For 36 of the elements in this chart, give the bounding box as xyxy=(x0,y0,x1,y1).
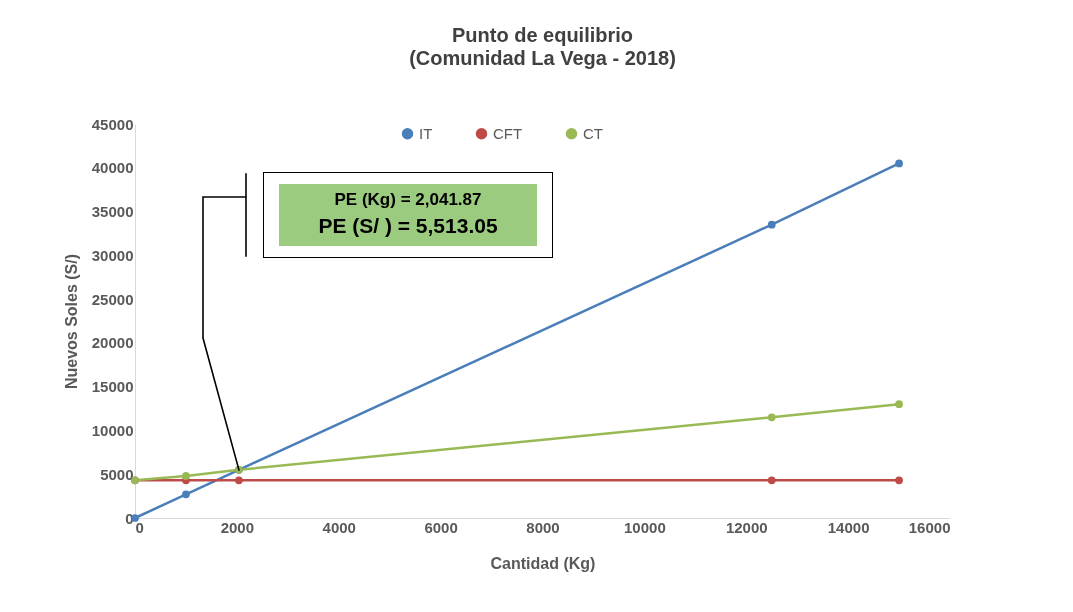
chart-subtitle: (Comunidad La Vega - 2018) xyxy=(409,47,676,69)
x-tick-label: 6000 xyxy=(424,518,458,536)
x-tick-label: 4000 xyxy=(322,518,356,536)
point xyxy=(895,476,903,485)
y-tick-label: 15000 xyxy=(91,378,134,396)
legend-label: CFT xyxy=(493,124,523,142)
annotation: PE (S/ ) = 5,513.05 xyxy=(317,213,499,239)
point xyxy=(182,490,190,499)
legend-label: IT xyxy=(419,124,433,142)
x-tick-label: 14000 xyxy=(827,518,870,536)
annotation: PE (Kg) = 2,041.87 xyxy=(333,189,483,211)
point xyxy=(235,476,243,485)
y-tick-label: 10000 xyxy=(91,421,134,439)
x-tick-label: 16000 xyxy=(908,518,951,536)
point xyxy=(767,413,776,422)
x-axis-title: Cantidad (Kg) xyxy=(490,554,596,572)
point xyxy=(895,400,903,409)
y-tick-label: 45000 xyxy=(91,115,134,133)
x-tick-label: 2000 xyxy=(220,518,255,536)
y-axis-title: Nuevos Soles (S/) xyxy=(62,253,80,390)
x-tick-label: 10000 xyxy=(624,518,666,536)
chart-title: Punto de equilibrio xyxy=(451,24,634,46)
point xyxy=(767,476,776,485)
point xyxy=(895,159,903,168)
y-tick-label: 35000 xyxy=(91,203,134,221)
callout-box: PE (Kg) = 2,041.87 PE (S/ ) = 5,513.05 xyxy=(200,170,555,471)
y-tick-label: 20000 xyxy=(91,334,134,352)
point xyxy=(182,472,190,480)
x-tick-label: 12000 xyxy=(725,518,768,536)
legend-label: CT xyxy=(583,124,603,142)
y-tick-label: 40000 xyxy=(91,159,134,177)
y-tick-label: 5000 xyxy=(100,465,134,483)
y-tick-label: 25000 xyxy=(91,290,134,308)
x-tick-label: 8000 xyxy=(526,518,560,536)
y-tick-label: 30000 xyxy=(91,246,134,264)
point xyxy=(767,220,776,229)
